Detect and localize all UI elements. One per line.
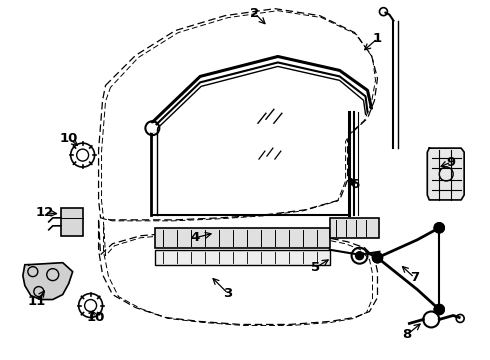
Circle shape — [148, 124, 156, 132]
Text: 6: 6 — [350, 179, 359, 192]
Text: 10: 10 — [59, 132, 78, 145]
Text: 10: 10 — [86, 311, 105, 324]
Circle shape — [372, 253, 383, 263]
Circle shape — [356, 252, 364, 260]
Text: 9: 9 — [447, 156, 456, 168]
Bar — [61, 208, 83, 236]
Polygon shape — [23, 263, 73, 300]
Text: 3: 3 — [223, 287, 233, 300]
Text: 7: 7 — [410, 271, 419, 284]
Text: 2: 2 — [250, 7, 260, 20]
Text: 12: 12 — [36, 206, 54, 219]
Text: 1: 1 — [373, 32, 382, 45]
Polygon shape — [427, 148, 464, 200]
Text: 11: 11 — [27, 295, 46, 308]
Text: 5: 5 — [311, 261, 320, 274]
Circle shape — [434, 305, 444, 315]
Bar — [330, 218, 379, 238]
Circle shape — [434, 223, 444, 233]
Bar — [155, 228, 330, 248]
Bar — [155, 250, 330, 265]
Text: 4: 4 — [191, 231, 200, 244]
Text: 8: 8 — [403, 328, 412, 341]
